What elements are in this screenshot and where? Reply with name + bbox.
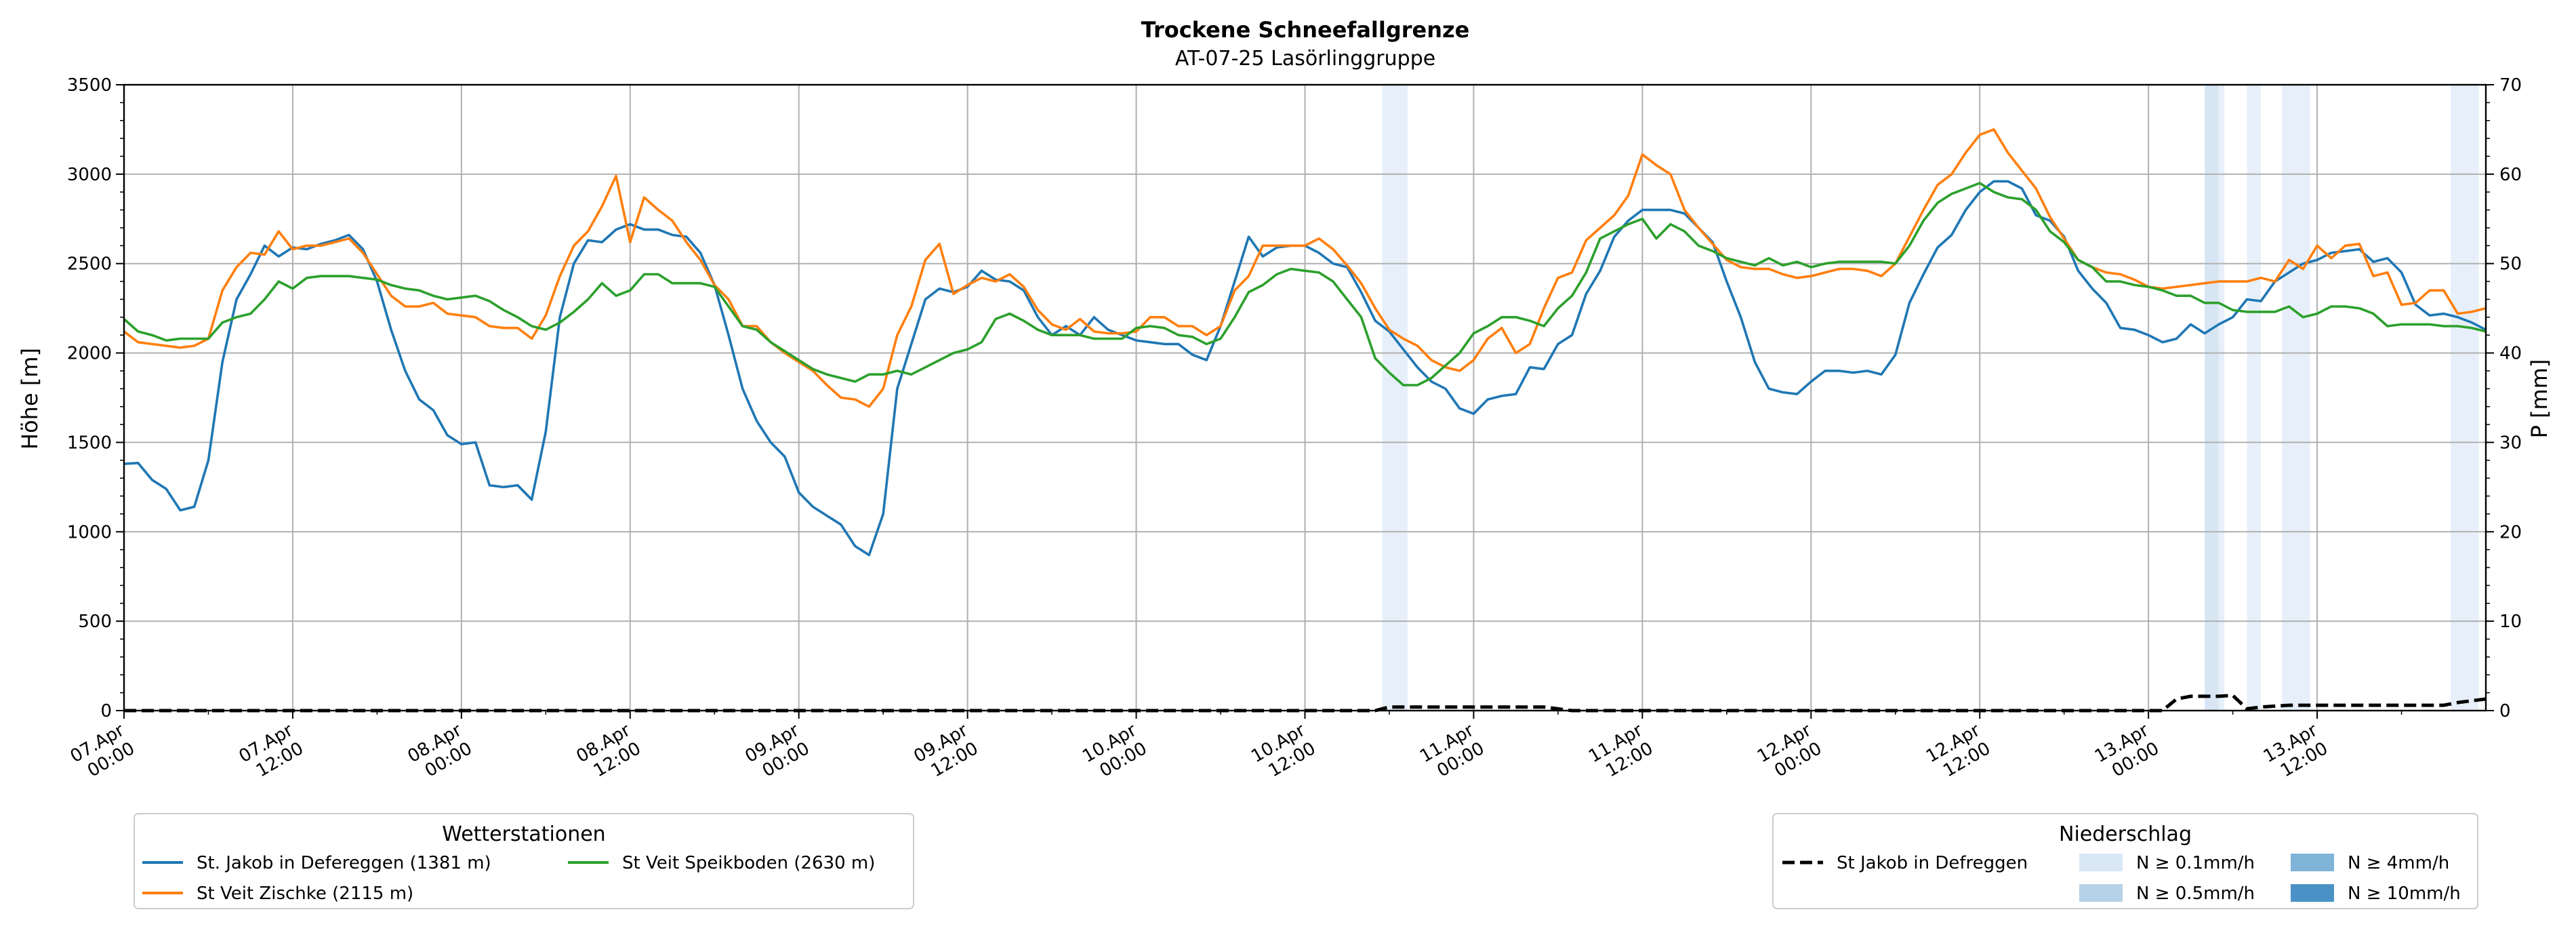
precip-band <box>2451 85 2479 711</box>
legend-entry-label: N ≥ 0.5mm/h <box>2136 884 2255 904</box>
precip-band <box>1382 85 1408 711</box>
legend-entry-label: St. Jakob in Defereggen (1381 m) <box>197 853 491 873</box>
legend-entry-label: St Veit Speikboden (2630 m) <box>622 853 875 873</box>
y-tick-label: 0 <box>100 701 112 721</box>
chart-subtitle: AT-07-25 Lasörlinggruppe <box>1175 47 1435 71</box>
precip-band <box>2205 85 2219 711</box>
y-tick-label: 2500 <box>67 254 112 275</box>
y-axis-label: Höhe [m] <box>17 348 43 450</box>
y-tick-label: 3500 <box>67 75 112 96</box>
legend-swatch <box>2079 854 2123 871</box>
y-right-tick-label: 50 <box>2499 254 2522 275</box>
precip-band <box>2282 85 2310 711</box>
y-right-tick-label: 20 <box>2499 522 2522 542</box>
y-right-tick-label: 40 <box>2499 344 2522 364</box>
y-right-tick-label: 70 <box>2499 75 2522 96</box>
y-tick-label: 500 <box>78 612 112 632</box>
y-right-tick-label: 10 <box>2499 612 2522 632</box>
legend-stations-title: Wetterstationen <box>442 822 605 846</box>
axes: 0 500 1000 1500 2000 2500 3000 3500 0 10 20 30 40 50 6… <box>67 75 2522 781</box>
y-axis-label-right: P [mm] <box>2527 359 2552 439</box>
legend-stations-box <box>134 813 914 909</box>
legend-swatch <box>2291 884 2334 902</box>
chart-title: Trockene Schneefallgrenze <box>1141 17 1470 43</box>
y-right-tick-label: 30 <box>2499 433 2522 453</box>
legend-swatch <box>2079 884 2123 902</box>
y-tick-label: 2000 <box>67 344 112 364</box>
grid-lines <box>123 84 2486 711</box>
legend-swatch <box>2291 854 2334 871</box>
precip-line <box>124 694 2487 713</box>
y-right-tick-label: 60 <box>2499 165 2522 185</box>
legend-entry-label: N ≥ 10mm/h <box>2348 884 2461 904</box>
precip-band <box>2218 85 2225 711</box>
y-tick-label: 3000 <box>67 165 112 185</box>
legend-entry-label: N ≥ 0.1mm/h <box>2136 853 2255 873</box>
series-line-2 <box>123 182 2487 386</box>
legend-entry-label: N ≥ 4mm/h <box>2348 853 2449 873</box>
legend-precip-title: Niederschlag <box>2059 822 2192 846</box>
legends: Wetterstationen St. Jakob in Defereggen (… <box>134 813 2478 909</box>
y-right-tick-label: 0 <box>2499 701 2511 721</box>
precip-band <box>2247 85 2262 711</box>
y-tick-label: 1000 <box>67 522 112 542</box>
y-tick-label: 1500 <box>67 433 112 453</box>
series-lines <box>123 128 2487 713</box>
precip-bands <box>1382 85 2479 711</box>
legend-entry-label: St Jakob in Defreggen <box>1837 853 2028 873</box>
legend-entry-label: St Veit Zischke (2115 m) <box>197 884 413 904</box>
